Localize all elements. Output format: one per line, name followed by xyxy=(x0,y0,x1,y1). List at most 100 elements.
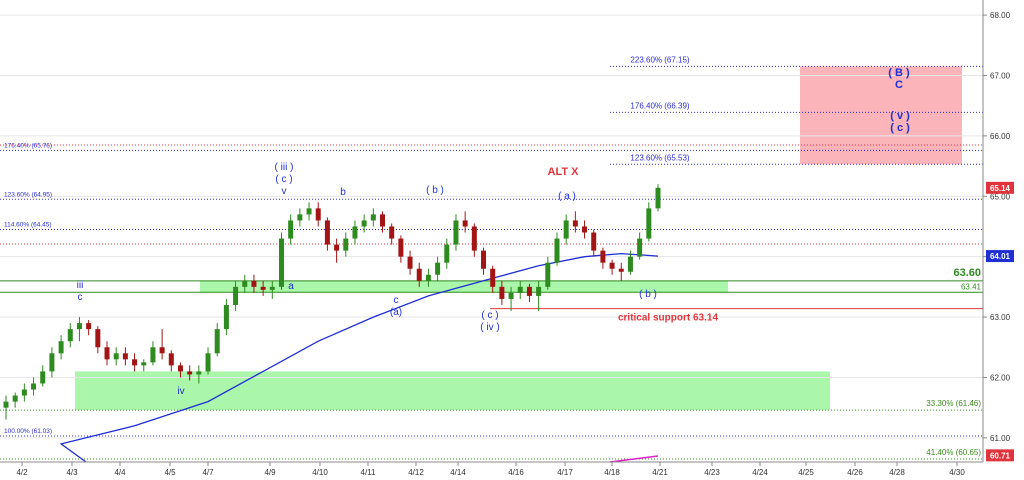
candle-body xyxy=(288,220,294,239)
candle-body xyxy=(508,292,514,299)
x-tick-label: 4/5 xyxy=(164,468,176,477)
candle-body xyxy=(425,274,431,281)
wave-label: a xyxy=(288,281,294,292)
x-tick-label: 4/21 xyxy=(652,468,668,477)
candle-body xyxy=(58,341,64,354)
moving-average xyxy=(59,252,659,463)
x-tick-label: 4/28 xyxy=(889,468,905,477)
candle-body xyxy=(31,383,37,390)
wave-label: iv xyxy=(177,386,184,397)
target-zone xyxy=(800,66,962,165)
x-tick-label: 4/14 xyxy=(450,468,466,477)
x-tick-label: 4/9 xyxy=(264,468,276,477)
price-tag-label: 60.71 xyxy=(990,451,1011,460)
fib-level-label: 41.40% (60.65) xyxy=(926,448,981,457)
candle-body xyxy=(499,286,505,299)
candle-body xyxy=(352,226,358,239)
candle-body xyxy=(242,280,248,287)
candle-body xyxy=(655,187,661,209)
y-tick-label: 63.00 xyxy=(990,313,1011,322)
candle-body xyxy=(49,353,55,372)
candle-body xyxy=(389,226,395,239)
candle-body xyxy=(563,220,569,239)
candle-body xyxy=(536,286,542,296)
candle-body xyxy=(40,371,46,384)
x-tick-label: 4/26 xyxy=(847,468,863,477)
candle-body xyxy=(435,262,441,275)
wave-label: ( iii ) xyxy=(275,162,294,173)
candle-body xyxy=(306,208,312,215)
candle-body xyxy=(177,365,183,372)
wave-label: ( b ) xyxy=(426,185,444,196)
candle-body xyxy=(462,220,468,227)
candle-body xyxy=(214,329,220,354)
candle-body xyxy=(168,353,174,366)
x-tick-label: 4/30 xyxy=(949,468,965,477)
candle-body xyxy=(76,323,82,330)
x-tick-label: 4/12 xyxy=(408,468,424,477)
candle-body xyxy=(646,208,652,239)
price-tag-label: 64.01 xyxy=(990,252,1011,261)
candle-body xyxy=(380,214,386,227)
support-label-major: 63.60 xyxy=(953,267,981,279)
candle-body xyxy=(141,362,147,366)
candle-body xyxy=(196,371,202,375)
moving-average-line xyxy=(59,252,659,463)
wave-label: C xyxy=(895,79,903,91)
candle-body xyxy=(618,268,624,272)
candle-body xyxy=(297,214,303,221)
candle-body xyxy=(260,286,266,290)
x-tick-label: 4/10 xyxy=(312,468,328,477)
price-tag xyxy=(986,181,1014,194)
candle-body xyxy=(343,238,349,251)
candle-body xyxy=(122,353,128,360)
x-tick-label: 4/4 xyxy=(114,468,126,477)
candle-body xyxy=(113,353,119,360)
candle-body xyxy=(490,268,496,287)
candle-body xyxy=(21,389,27,396)
wave-label: c xyxy=(78,292,83,303)
wave-label: ( c ) xyxy=(275,174,292,185)
fib-level-label: 100.00% (61.03) xyxy=(4,428,52,435)
wave-label: ( a ) xyxy=(558,191,576,202)
x-tick-label: 4/24 xyxy=(752,468,768,477)
candle-body xyxy=(545,262,551,287)
candle-body xyxy=(187,371,193,375)
candle-body xyxy=(251,280,257,287)
candle-body xyxy=(315,208,321,221)
candle-body xyxy=(205,353,211,372)
candle-body xyxy=(150,347,156,363)
candle-body xyxy=(416,268,422,281)
wave-label: ALT X xyxy=(548,166,580,178)
candle-body xyxy=(334,244,340,251)
wave-label: ( B ) xyxy=(888,67,910,79)
candle-body xyxy=(370,214,376,221)
candle-body xyxy=(526,286,532,296)
critical-support-label: critical support 63.14 xyxy=(618,313,718,324)
candle-body xyxy=(517,286,523,293)
grid-lines xyxy=(0,14,983,439)
wave-label: iii xyxy=(77,280,84,291)
candle-body xyxy=(67,329,73,342)
candle-body xyxy=(278,238,284,287)
candle-body xyxy=(471,226,477,251)
wave-label: ( b ) xyxy=(639,289,657,300)
wave-label: ( c ) xyxy=(890,122,910,134)
candle-body xyxy=(324,220,330,245)
wave-label: c xyxy=(394,295,399,306)
fib-level-label: 33.30% (61.46) xyxy=(926,399,981,408)
y-tick-label: 66.00 xyxy=(990,132,1011,141)
candle-body xyxy=(159,347,165,354)
x-tick-label: 4/25 xyxy=(798,468,814,477)
candle-body xyxy=(600,250,606,263)
price-tag xyxy=(986,250,1014,263)
magenta-trend-line xyxy=(609,455,659,463)
fib-level-label: 114.60% (64.45) xyxy=(4,221,52,228)
candle-body xyxy=(627,256,633,272)
candle-body xyxy=(637,238,643,257)
fib-level-label: 223.60% (67.15) xyxy=(630,55,689,64)
y-axis: 68.0067.0066.0065.0064.0063.0062.0061.00… xyxy=(982,0,1014,462)
x-tick-label: 4/2 xyxy=(16,468,28,477)
